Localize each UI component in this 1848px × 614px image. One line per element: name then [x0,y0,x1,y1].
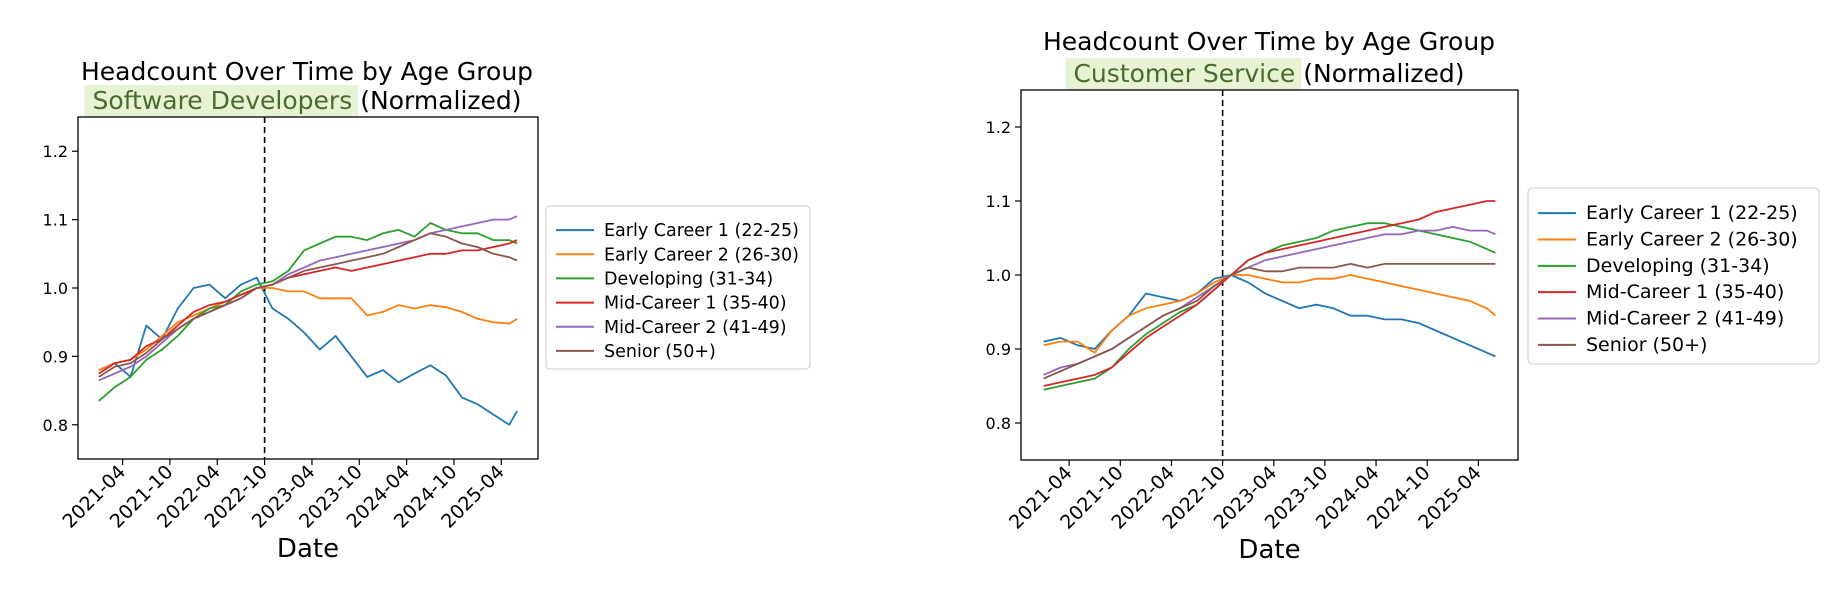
legend-label: Early Career 1 (22-25) [604,221,799,241]
legend: Early Career 1 (22-25) Early Career 2 (26… [545,205,811,370]
legend-label: Senior (50+) [604,342,716,362]
legend-label: Early Career 2 (26-30) [604,245,799,265]
series-line [1043,226,1496,376]
legend-label: Early Career 2 (26-30) [1586,229,1798,251]
series-line [98,222,518,402]
x-axis-label: Date [1238,535,1300,565]
legend-label: Senior (50+) [1586,334,1707,356]
y-tick-label: 1.1 [986,192,1011,211]
legend: Early Career 1 (22-25) Early Career 2 (26… [1527,187,1820,365]
legend-frame [1527,187,1820,365]
series-line [98,276,518,426]
y-tick-label: 1.2 [43,142,68,161]
chart-subtitle: Customer Service (Normalized) [1065,58,1465,90]
series-line [98,239,518,375]
series-line [98,287,518,371]
y-tick-label: 0.8 [43,416,68,435]
legend-frame [545,205,811,370]
legend-label: Mid-Career 1 (35-40) [604,294,787,314]
subtitle-rest: (Normalized) [360,86,521,115]
series-line [1043,263,1496,380]
series-line [1043,274,1496,358]
subtitle-highlight-box [1065,58,1302,90]
legend-label: Mid-Career 2 (41-49) [1586,308,1784,330]
x-axis-label: Date [277,534,339,564]
subtitle-highlight: Customer Service [1073,59,1295,88]
subtitle-highlight: Software Developers [92,86,352,115]
y-tick-label: 0.9 [43,347,68,366]
series-line [98,232,518,378]
y-tick-label: 0.9 [986,340,1011,359]
plot-frame [1020,89,1519,461]
chart-1: Headcount Over Time by Age GroupSoftware… [43,57,811,564]
series-line [1043,222,1496,391]
subtitle-highlight-box [84,85,359,117]
y-tick-label: 1.0 [986,266,1011,285]
legend-label: Early Career 1 (22-25) [1586,202,1798,224]
legend-label: Mid-Career 1 (35-40) [1586,281,1784,303]
series-line [1043,274,1496,354]
y-tick-label: 1.2 [986,118,1011,137]
legend-label: Developing (31-34) [604,269,773,289]
series-line [1043,200,1496,387]
chart-2: Headcount Over Time by Age GroupCustomer… [986,27,1820,565]
legend-label: Developing (31-34) [1586,255,1770,277]
chart-title: Headcount Over Time by Age Group [1043,27,1495,56]
chart-title: Headcount Over Time by Age Group [81,57,533,86]
legend-label: Mid-Career 2 (41-49) [604,318,787,338]
plot-frame [77,116,539,460]
y-tick-label: 1.0 [43,279,68,298]
subtitle-rest: (Normalized) [1303,59,1464,88]
chart-subtitle: Software Developers (Normalized) [84,85,522,117]
series-line [98,215,518,382]
y-tick-label: 0.8 [986,414,1011,433]
y-tick-label: 1.1 [43,211,68,230]
